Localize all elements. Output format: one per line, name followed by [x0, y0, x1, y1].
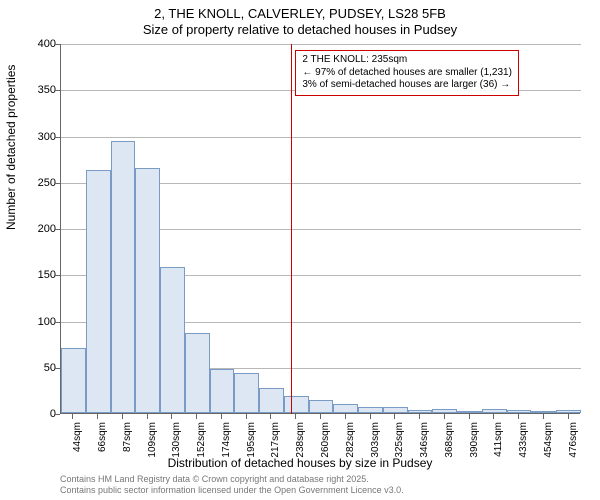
attribution-line2: Contains public sector information licen… — [60, 485, 404, 496]
x-tick-mark — [171, 414, 172, 419]
x-tick-label: 325sqm — [394, 422, 405, 472]
x-tick-label: 44sqm — [72, 422, 83, 472]
x-tick-mark — [147, 414, 148, 419]
x-tick-label: 195sqm — [246, 422, 257, 472]
histogram-bar — [556, 410, 581, 413]
x-tick-label: 66sqm — [97, 422, 108, 472]
y-tick-label: 400 — [16, 38, 56, 50]
annotation-line3: 3% of semi-detached houses are larger (3… — [302, 79, 512, 92]
x-tick-mark — [444, 414, 445, 419]
x-tick-mark — [72, 414, 73, 419]
y-tick-label: 300 — [16, 131, 56, 143]
histogram-bar — [408, 410, 433, 413]
x-tick-mark — [419, 414, 420, 419]
annotation-line2: ← 97% of detached houses are smaller (1,… — [302, 67, 512, 80]
x-tick-label: 152sqm — [196, 422, 207, 472]
chart-title-sub: Size of property relative to detached ho… — [0, 22, 600, 37]
x-tick-mark — [543, 414, 544, 419]
x-tick-label: 346sqm — [419, 422, 430, 472]
histogram-bar — [507, 410, 532, 413]
y-tick-label: 250 — [16, 177, 56, 189]
x-tick-label: 109sqm — [147, 422, 158, 472]
x-tick-label: 238sqm — [295, 422, 306, 472]
histogram-bar — [309, 400, 334, 413]
y-tick-mark — [55, 414, 60, 415]
y-tick-label: 200 — [16, 223, 56, 235]
x-tick-label: 260sqm — [320, 422, 331, 472]
x-tick-label: 368sqm — [444, 422, 455, 472]
x-tick-mark — [320, 414, 321, 419]
histogram-bar — [383, 407, 408, 413]
annotation-box: 2 THE KNOLL: 235sqm← 97% of detached hou… — [295, 50, 519, 96]
x-tick-mark — [221, 414, 222, 419]
y-tick-mark — [55, 322, 60, 323]
histogram-bar — [457, 411, 482, 413]
y-tick-mark — [55, 137, 60, 138]
y-tick-label: 100 — [16, 316, 56, 328]
x-tick-label: 390sqm — [469, 422, 480, 472]
histogram-bar — [482, 409, 507, 413]
x-tick-label: 454sqm — [543, 422, 554, 472]
y-tick-mark — [55, 44, 60, 45]
histogram-bar — [432, 409, 457, 413]
histogram-bar — [358, 407, 383, 413]
y-tick-label: 350 — [16, 84, 56, 96]
x-tick-mark — [196, 414, 197, 419]
x-tick-mark — [295, 414, 296, 419]
y-tick-mark — [55, 275, 60, 276]
histogram-bar — [333, 404, 358, 413]
x-tick-mark — [568, 414, 569, 419]
gridline — [61, 137, 581, 138]
x-tick-mark — [394, 414, 395, 419]
x-tick-label: 303sqm — [370, 422, 381, 472]
x-tick-mark — [370, 414, 371, 419]
histogram-bar — [259, 388, 284, 413]
x-tick-mark — [97, 414, 98, 419]
x-tick-label: 433sqm — [518, 422, 529, 472]
x-tick-label: 87sqm — [122, 422, 133, 472]
x-tick-mark — [469, 414, 470, 419]
y-tick-mark — [55, 183, 60, 184]
x-tick-mark — [518, 414, 519, 419]
y-tick-mark — [55, 229, 60, 230]
x-tick-label: 476sqm — [568, 422, 579, 472]
y-tick-label: 0 — [16, 408, 56, 420]
attribution-line1: Contains HM Land Registry data © Crown c… — [60, 474, 404, 485]
x-tick-label: 411sqm — [493, 422, 504, 472]
attribution-text: Contains HM Land Registry data © Crown c… — [60, 474, 404, 496]
x-tick-label: 174sqm — [221, 422, 232, 472]
y-tick-mark — [55, 368, 60, 369]
histogram-bar — [135, 168, 160, 413]
histogram-bar — [86, 170, 111, 413]
histogram-bar — [531, 411, 556, 413]
histogram-bar — [234, 373, 259, 413]
plot-area: 2 THE KNOLL: 235sqm← 97% of detached hou… — [60, 44, 580, 414]
histogram-bar — [284, 396, 309, 413]
histogram-bar — [160, 267, 185, 413]
reference-line — [291, 44, 292, 414]
x-tick-mark — [493, 414, 494, 419]
histogram-bar — [210, 369, 235, 413]
y-tick-mark — [55, 90, 60, 91]
x-tick-mark — [270, 414, 271, 419]
x-tick-mark — [122, 414, 123, 419]
x-tick-mark — [246, 414, 247, 419]
x-tick-mark — [345, 414, 346, 419]
histogram-bar — [185, 333, 210, 413]
histogram-bar — [111, 141, 136, 413]
gridline — [61, 44, 581, 45]
x-tick-label: 217sqm — [270, 422, 281, 472]
annotation-line1: 2 THE KNOLL: 235sqm — [302, 54, 512, 67]
chart-title-main: 2, THE KNOLL, CALVERLEY, PUDSEY, LS28 5F… — [0, 6, 600, 21]
y-tick-label: 50 — [16, 362, 56, 374]
histogram-bar — [61, 348, 86, 413]
x-tick-label: 282sqm — [345, 422, 356, 472]
y-tick-label: 150 — [16, 269, 56, 281]
x-tick-label: 130sqm — [171, 422, 182, 472]
